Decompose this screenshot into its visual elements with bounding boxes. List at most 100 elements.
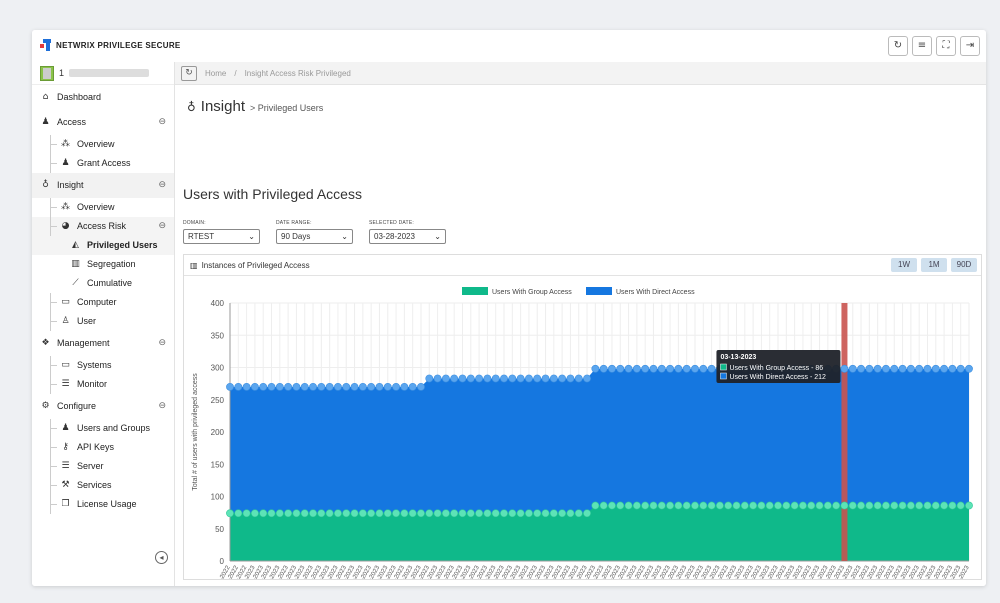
y-tick-label: 250 bbox=[211, 396, 225, 405]
group-access-point bbox=[417, 509, 425, 518]
group-access-point bbox=[699, 501, 708, 510]
direct-access-point bbox=[242, 382, 251, 391]
direct-access-point bbox=[915, 364, 924, 373]
group-access-point bbox=[807, 501, 816, 510]
y-tick-label: 200 bbox=[211, 428, 225, 437]
sidebar-item-api-keys[interactable]: ⚷ API Keys bbox=[32, 438, 174, 457]
expand-icon[interactable]: ⛶ bbox=[936, 36, 956, 56]
sidebar-item-grant-access[interactable]: ♟ Grant Access bbox=[32, 154, 174, 173]
direct-access-point bbox=[882, 364, 890, 373]
group-access-point bbox=[832, 501, 841, 510]
sidebar-item-access-overview[interactable]: ⁂ Overview bbox=[32, 135, 174, 154]
collapse-icon[interactable]: ⊖ bbox=[158, 117, 166, 127]
direct-access-point bbox=[226, 382, 234, 391]
user-profile[interactable]: 1 bbox=[32, 62, 174, 85]
sidebar-item-label: API Keys bbox=[77, 442, 115, 452]
direct-access-point bbox=[649, 364, 658, 373]
selected-date-label: SELECTED DATE: bbox=[369, 220, 414, 226]
collapse-icon[interactable]: ⊖ bbox=[158, 338, 166, 348]
sidebar-item-user[interactable]: ♙ User bbox=[32, 312, 174, 331]
group-access-point bbox=[649, 501, 658, 510]
date-range-label: DATE RANGE: bbox=[276, 220, 312, 226]
range-1w-button[interactable]: 1W bbox=[891, 258, 917, 272]
sidebar-item-insight[interactable]: ♁ Insight ⊖ bbox=[32, 173, 174, 198]
list-icon: ☰ bbox=[61, 379, 70, 389]
direct-access-point bbox=[317, 382, 326, 391]
collapse-icon[interactable]: ⊖ bbox=[158, 221, 166, 231]
sidebar-item-dashboard[interactable]: ⌂ Dashboard bbox=[32, 85, 174, 110]
range-1m-button[interactable]: 1M bbox=[921, 258, 947, 272]
sidebar-item-label: Access Risk bbox=[77, 221, 127, 231]
sidebar-item-users-and-groups[interactable]: ♟ Users and Groups bbox=[32, 419, 174, 438]
group-access-point bbox=[392, 509, 400, 518]
tooltip-swatch-group bbox=[720, 363, 727, 371]
sidebar-item-insight-overview[interactable]: ⁂ Overview bbox=[32, 198, 174, 217]
sidebar-item-management[interactable]: ❖ Management ⊖ bbox=[32, 331, 174, 356]
group-access-area bbox=[230, 505, 969, 561]
sidebar-item-server[interactable]: ☰ Server bbox=[32, 457, 174, 476]
sidebar-item-computer[interactable]: ▭ Computer bbox=[32, 293, 174, 312]
group-access-point bbox=[948, 501, 957, 510]
group-access-point bbox=[848, 501, 857, 510]
sidebar-item-systems[interactable]: ▭ Systems bbox=[32, 356, 174, 375]
sidebar-item-label: Configure bbox=[57, 401, 97, 411]
y-tick-label: 400 bbox=[211, 299, 225, 308]
group-access-point bbox=[774, 501, 782, 510]
menu-icon[interactable]: ≡ bbox=[912, 36, 932, 56]
logout-icon[interactable]: ⇥ bbox=[960, 36, 980, 56]
privileged-access-chart[interactable]: 05010015020025030035040012-29-202212-30-… bbox=[184, 277, 981, 579]
filters: DOMAIN: RTEST ⌄ DATE RANGE: 90 Days ⌄ SELE… bbox=[183, 220, 446, 244]
group-access-point bbox=[931, 501, 940, 510]
sidebar-item-access[interactable]: ♟ Access ⊖ bbox=[32, 110, 174, 135]
breadcrumb-home[interactable]: Home bbox=[205, 68, 227, 78]
sidebar-item-services[interactable]: ⚒ Services bbox=[32, 476, 174, 495]
range-90d-button[interactable]: 90D bbox=[951, 258, 977, 272]
sidebar-item-label: Cumulative bbox=[87, 278, 133, 288]
sidebar-collapse-icon[interactable]: ◂ bbox=[155, 551, 168, 564]
group-access-point bbox=[923, 501, 932, 510]
direct-access-point bbox=[425, 374, 434, 383]
direct-access-point bbox=[300, 382, 309, 391]
refresh-icon[interactable]: ↻ bbox=[181, 65, 197, 81]
sidebar-item-configure[interactable]: ⚙ Configure ⊖ bbox=[32, 394, 174, 419]
sidebar-item-monitor[interactable]: ☰ Monitor bbox=[32, 375, 174, 394]
sidebar-item-segregation[interactable]: ▥ Segregation bbox=[32, 255, 174, 274]
collapse-icon[interactable]: ⊖ bbox=[158, 401, 166, 411]
group-access-point bbox=[458, 509, 467, 518]
group-access-point bbox=[483, 509, 492, 518]
sidebar-item-access-risk[interactable]: ◕ Access Risk ⊖ bbox=[32, 217, 174, 236]
direct-access-point bbox=[350, 382, 359, 391]
brand-logo[interactable]: NETWRIX PRIVILEGE SECURE bbox=[40, 39, 181, 51]
sidebar-item-cumulative[interactable]: ⟋ Cumulative bbox=[32, 274, 174, 293]
section-title: Users with Privileged Access bbox=[183, 186, 362, 202]
group-access-point bbox=[740, 501, 749, 510]
users-icon: ♟ bbox=[41, 117, 50, 127]
collapse-icon[interactable]: ⊖ bbox=[158, 180, 166, 190]
group-access-point bbox=[292, 509, 301, 518]
selected-date-select[interactable]: 03-28-2023 ⌄ bbox=[369, 229, 446, 244]
group-access-point bbox=[259, 509, 268, 518]
group-access-point bbox=[674, 501, 683, 510]
group-access-point bbox=[865, 501, 874, 510]
direct-access-point bbox=[275, 382, 284, 391]
domain-select[interactable]: RTEST ⌄ bbox=[183, 229, 260, 244]
group-access-point bbox=[566, 509, 575, 518]
cogs-icon: ⚙ bbox=[41, 401, 50, 411]
direct-access-point bbox=[450, 374, 459, 383]
direct-access-point bbox=[948, 364, 957, 373]
group-access-point bbox=[549, 509, 558, 518]
refresh-icon[interactable]: ↻ bbox=[888, 36, 908, 56]
group-access-point bbox=[433, 509, 442, 518]
sidebar-item-license-usage[interactable]: ❐ License Usage bbox=[32, 495, 174, 514]
group-access-point bbox=[491, 509, 500, 518]
direct-access-point bbox=[491, 374, 500, 383]
main-content: ↻ Home / Insight Access Risk Privileged … bbox=[175, 62, 986, 586]
group-access-point bbox=[516, 509, 525, 518]
domain-value: RTEST bbox=[188, 232, 215, 241]
direct-access-point bbox=[857, 364, 865, 373]
date-range-select[interactable]: 90 Days ⌄ bbox=[276, 229, 353, 244]
group-access-point bbox=[715, 501, 724, 510]
pie-chart-icon: ◕ bbox=[61, 221, 70, 231]
direct-access-point bbox=[334, 382, 342, 391]
sidebar-item-privileged-users[interactable]: ◭ Privileged Users bbox=[32, 236, 174, 255]
